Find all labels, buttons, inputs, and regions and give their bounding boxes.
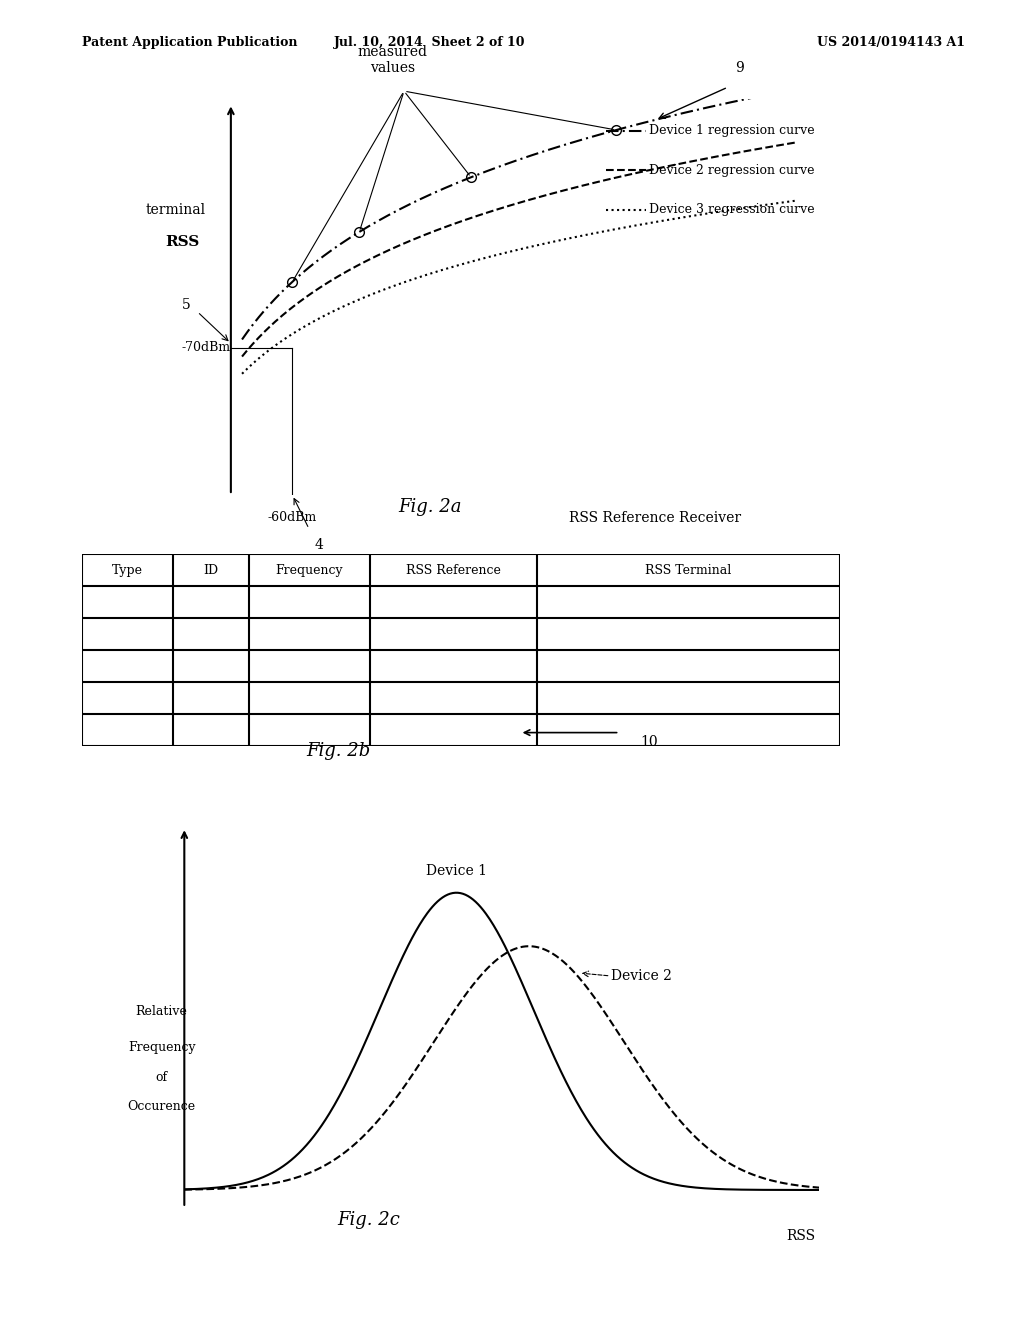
Text: Jul. 10, 2014  Sheet 2 of 10: Jul. 10, 2014 Sheet 2 of 10 (334, 36, 526, 49)
Text: RSS Terminal: RSS Terminal (645, 564, 731, 577)
Text: -60dBm: -60dBm (267, 511, 317, 524)
Text: 9: 9 (735, 61, 743, 75)
Text: ID: ID (203, 564, 218, 577)
Text: RSS Reference Receiver: RSS Reference Receiver (569, 511, 741, 525)
Text: terminal: terminal (146, 203, 206, 216)
Text: RSS: RSS (165, 235, 200, 248)
Text: Frequency: Frequency (275, 564, 343, 577)
Text: US 2014/0194143 A1: US 2014/0194143 A1 (817, 36, 965, 49)
Text: Fig. 2c: Fig. 2c (337, 1210, 400, 1229)
Text: RSS: RSS (786, 1229, 816, 1242)
Text: Fig. 2a: Fig. 2a (398, 498, 462, 516)
Text: Type: Type (112, 564, 143, 577)
Text: of: of (156, 1071, 168, 1084)
Text: -70dBm: -70dBm (181, 342, 230, 354)
Text: Device 3 regression curve: Device 3 regression curve (649, 203, 815, 216)
Text: Patent Application Publication: Patent Application Publication (82, 36, 297, 49)
Text: Occurence: Occurence (128, 1101, 196, 1113)
Text: 5: 5 (182, 298, 190, 312)
Text: RSS Reference: RSS Reference (406, 564, 501, 577)
Text: 4: 4 (314, 539, 324, 552)
Text: Device 1 regression curve: Device 1 regression curve (649, 124, 815, 137)
Text: Device 1: Device 1 (426, 863, 486, 878)
Text: Relative: Relative (136, 1005, 187, 1018)
Text: Device 2 regression curve: Device 2 regression curve (649, 164, 815, 177)
Text: Fig. 2b: Fig. 2b (306, 742, 370, 760)
Text: Frequency: Frequency (128, 1040, 196, 1053)
Text: measured
values: measured values (357, 45, 428, 75)
Text: 10: 10 (640, 735, 657, 748)
Text: Device 2: Device 2 (610, 969, 672, 983)
